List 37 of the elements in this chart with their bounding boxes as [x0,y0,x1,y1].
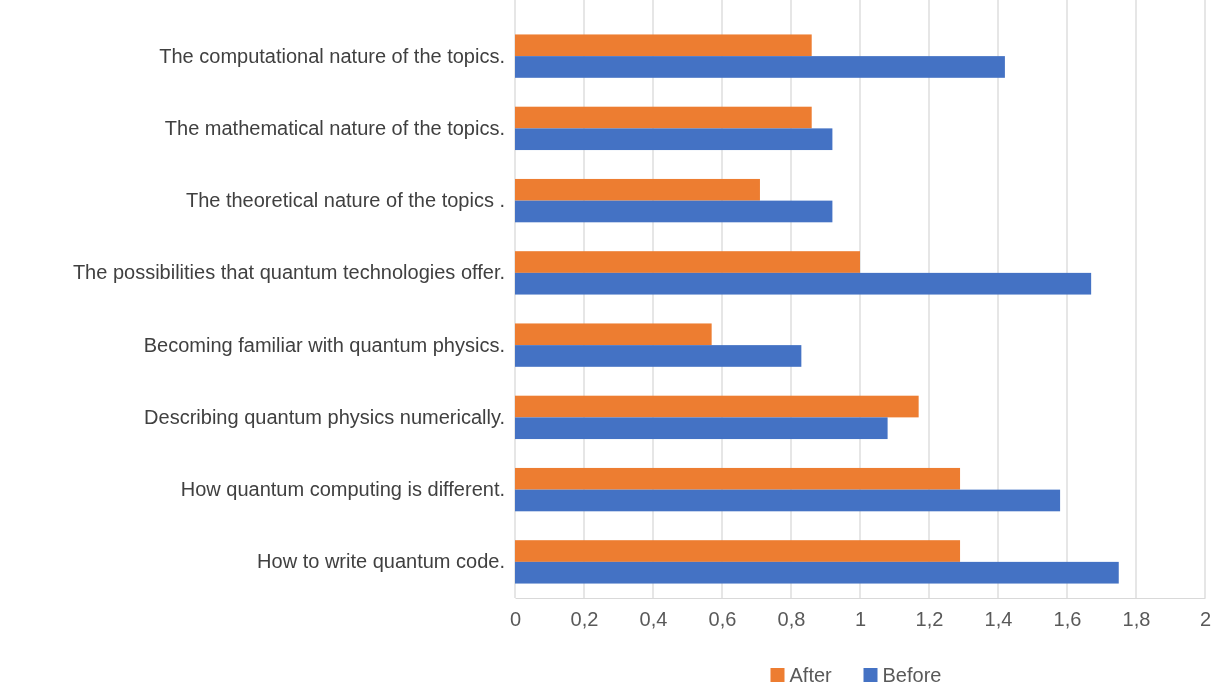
bar [515,272,1092,295]
y-tick-label: Becoming familiar with quantum physics. [143,333,505,356]
x-tick-label: 1,4 [984,608,1013,631]
bar [515,467,961,490]
bar [515,395,919,418]
bar [515,251,860,273]
y-tick-label: How to write quantum code. [257,550,505,573]
bar [515,178,760,201]
bar [515,128,833,151]
y-tick-label: Describing quantum physics numerically. [144,405,505,428]
x-tick-label: 1,2 [915,608,944,631]
x-tick-label: 1,8 [1122,608,1151,631]
legend-label: After [789,664,833,686]
bar [515,34,812,57]
x-tick-label: 0,2 [570,608,599,631]
bar [515,200,833,223]
y-tick-label: How quantum computing is different. [180,478,505,501]
y-tick-label: The theoretical nature of the topics . [185,189,505,212]
x-tick-label: 0,8 [777,608,806,631]
x-tick-label: 0,4 [639,608,668,631]
x-tick-label: 0,6 [708,608,737,631]
bar [515,417,888,440]
x-tick-label: 2 [1199,608,1212,631]
bar [515,561,1119,584]
bar [515,489,1061,512]
x-tick-label: 0 [509,608,522,631]
y-tick-label: The possibilities that quantum technologies offer. [72,261,505,284]
y-tick-label: The mathematical nature of the topics. [164,116,505,139]
bar [515,323,712,346]
x-tick-label: 1 [854,608,867,631]
y-tick-label: The computational nature of the topics. [159,44,505,67]
bar [515,56,1005,78]
legend-label: Before [882,664,942,686]
bar [515,540,961,562]
bar [515,345,802,367]
x-tick-label: 1,6 [1053,608,1082,631]
bar [515,106,812,129]
